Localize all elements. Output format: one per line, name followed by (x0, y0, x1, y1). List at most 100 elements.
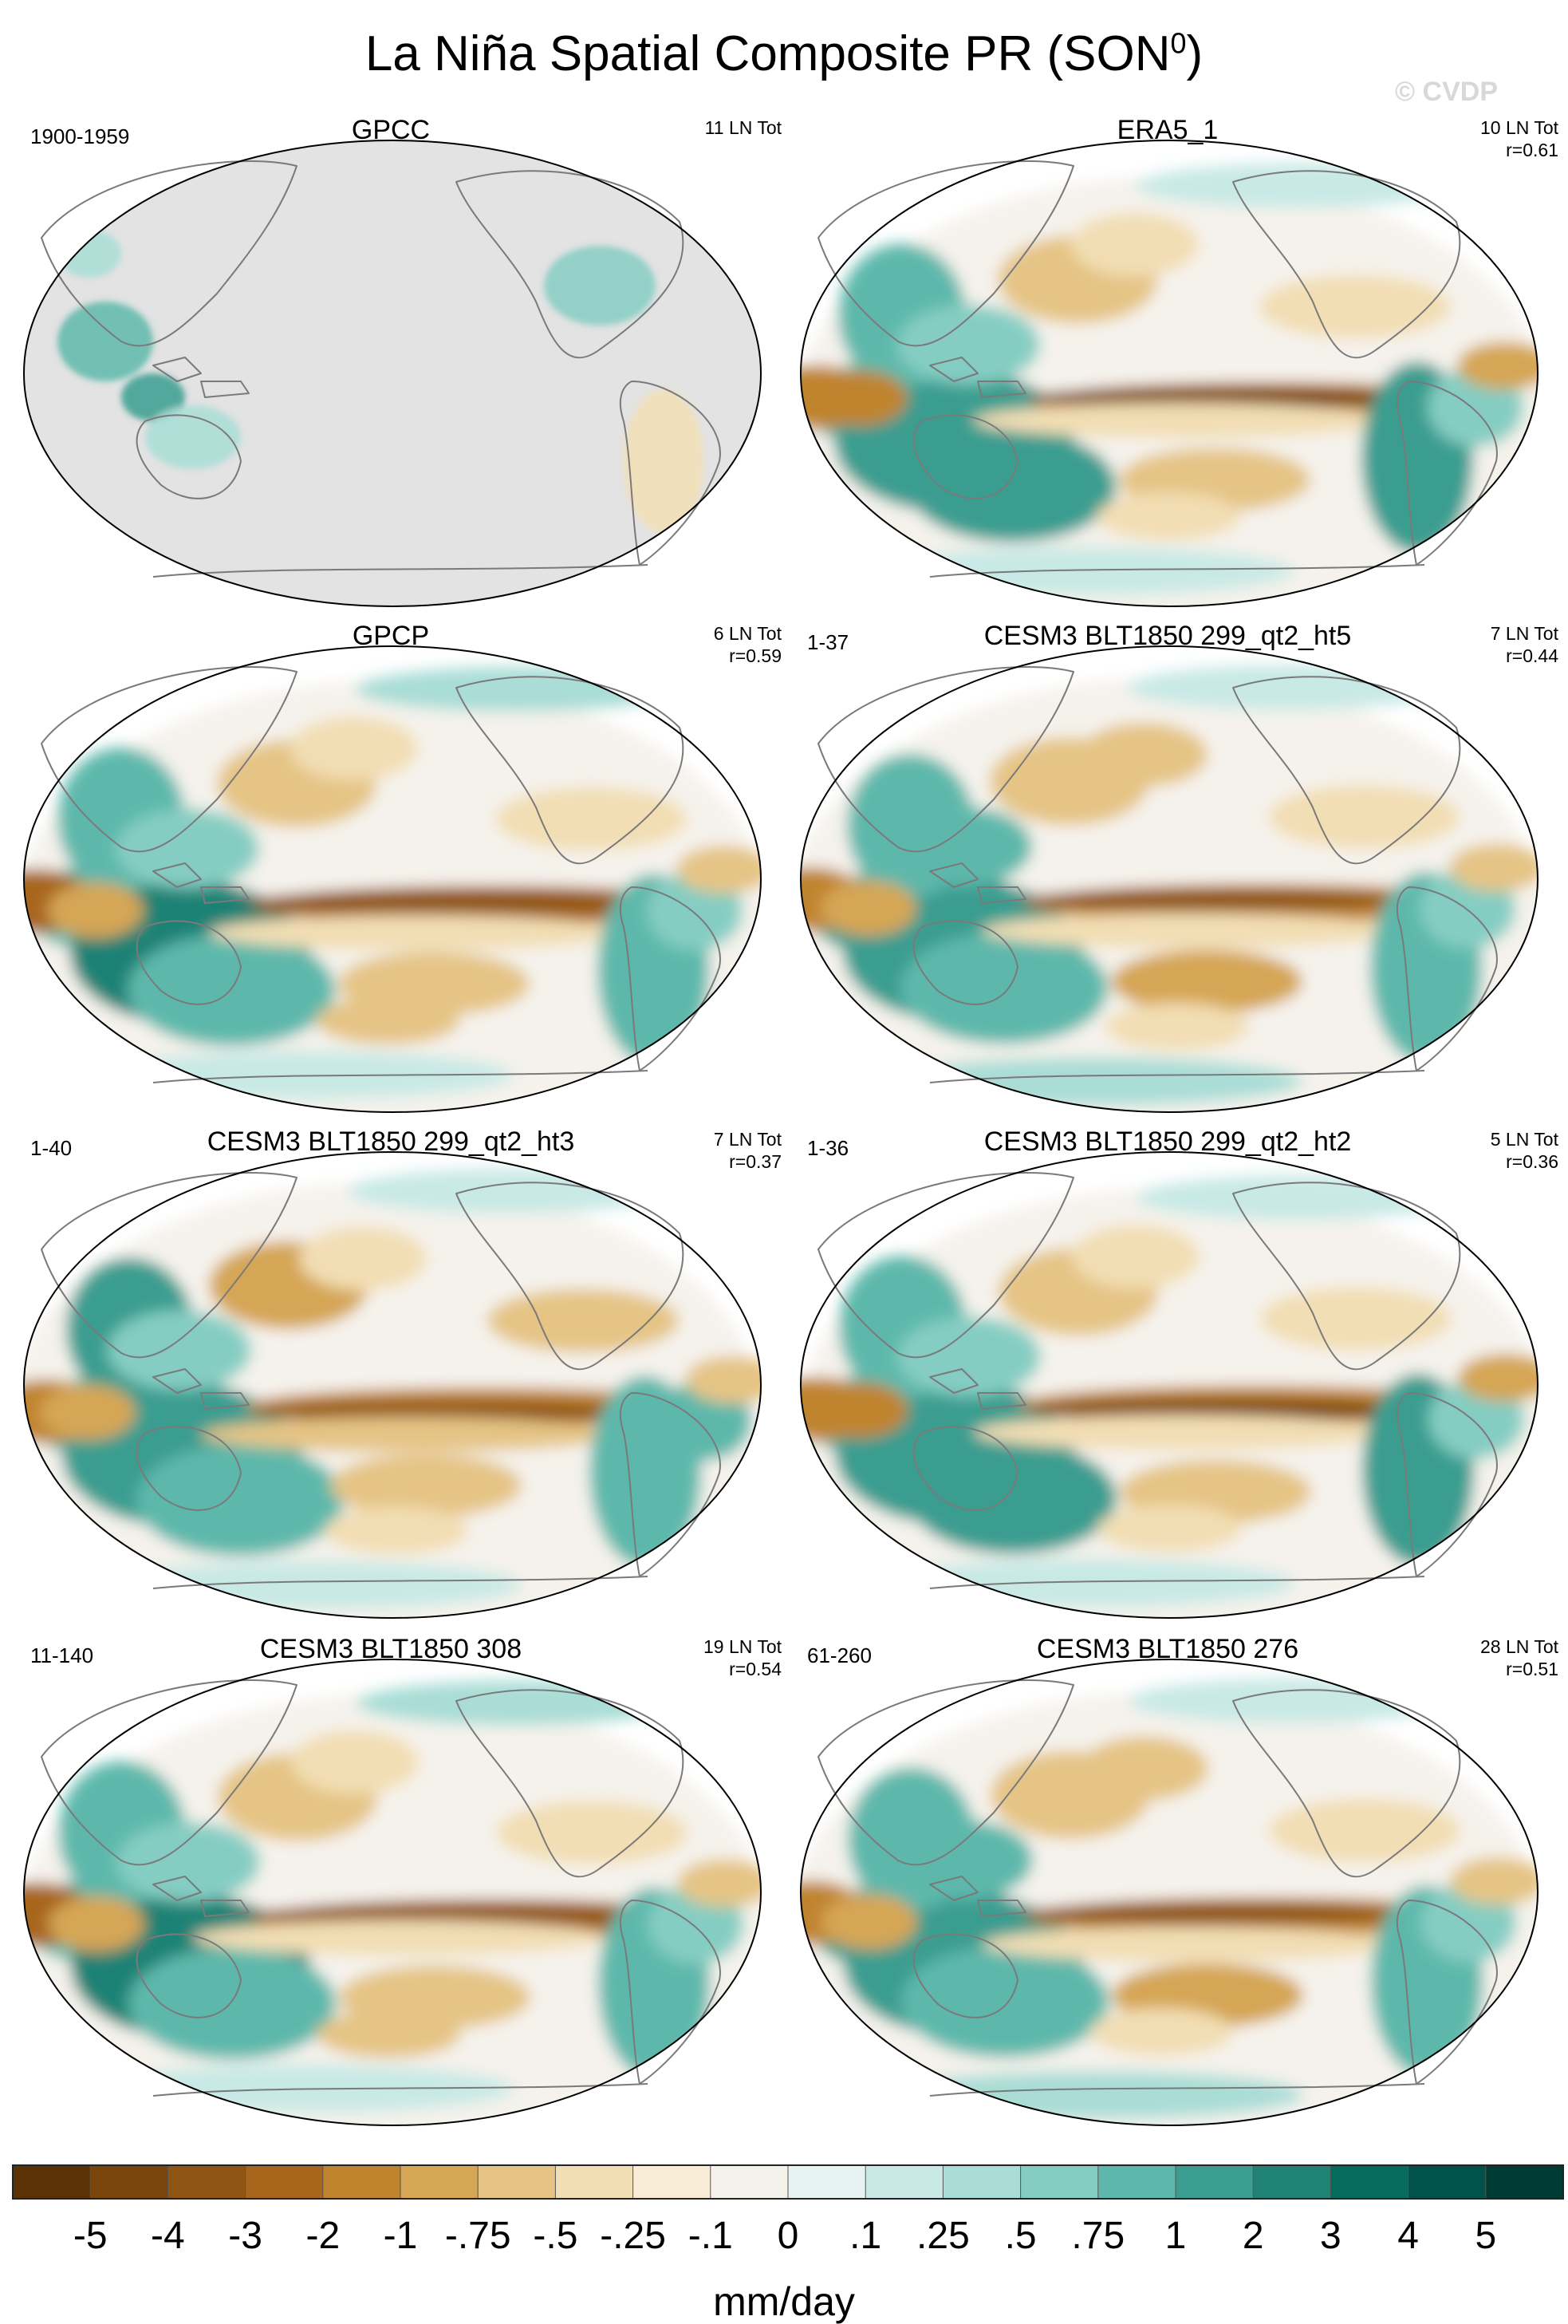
panel-title: GPCC (352, 115, 430, 145)
coastline (1232, 1182, 1461, 1371)
coastline (200, 381, 250, 398)
panel-event-count: 19 LN Tot (703, 1636, 782, 1657)
panel-event-count: 10 LN Tot (1480, 117, 1559, 138)
coastline (200, 1900, 250, 1917)
panel-period: 1-40 (30, 1136, 72, 1160)
coastline (136, 1426, 242, 1511)
coastline (817, 160, 1074, 347)
coastline (136, 414, 242, 499)
coastline (929, 564, 1425, 578)
colorbar-swatch (89, 2164, 169, 2200)
panel-period: 1900-1959 (30, 124, 129, 148)
panel-period: 61-260 (807, 1643, 872, 1667)
colorbar-swatch (322, 2164, 401, 2200)
coastline (41, 160, 297, 347)
colorbar: -5 -4 -3 -2 -1 -.75 -.5 -.25 -.1 0 .1 .25 .5 .75 1 2 3 4 5 (12, 2164, 1565, 2257)
panel-event-count: 5 LN Tot (1491, 1129, 1559, 1150)
coastline (152, 1576, 648, 1589)
colorbar-swatch (1485, 2164, 1565, 2200)
coastline (977, 1392, 1026, 1410)
colorbar-tick-label: -4 (151, 2215, 185, 2257)
coastline (152, 2083, 648, 2097)
panel-event-count: 7 LN Tot (714, 1129, 782, 1150)
colorbar-swatch (477, 2164, 557, 2200)
colorbar-swatch (1252, 2164, 1332, 2200)
coastline (152, 564, 648, 578)
map-panel: GPCC 1900-1959 11 LN Tot (23, 115, 782, 607)
coastline (1396, 886, 1498, 1071)
coastline (977, 886, 1026, 904)
precip-anomaly-field (801, 1679, 1538, 2125)
panel-pattern-correlation: r=0.37 (729, 1151, 782, 1172)
coastline (1232, 1689, 1461, 1878)
coastline (200, 1392, 250, 1410)
colorbar-tick-label: .1 (849, 2215, 881, 2257)
colorbar-tick-label: -.5 (533, 2215, 577, 2257)
colorbar-tick-label: 2 (1243, 2215, 1264, 2257)
colorbar-tick-label: 0 (778, 2215, 799, 2257)
coastline (455, 1689, 684, 1878)
map-panel: CESM3 BLT1850 299_qt2_ht5 1-37 7 LN Totr=0… (800, 621, 1559, 1113)
colorbar-tick-label: .25 (916, 2215, 970, 2257)
colorbar-swatch (167, 2164, 246, 2200)
coastline (912, 414, 1018, 499)
coastline (929, 1876, 979, 1901)
coastline (1396, 1900, 1498, 2085)
colorbar-swatch (1408, 2164, 1487, 2200)
colorbar-units: mm/day (713, 2279, 855, 2324)
precip-anomaly-field (801, 665, 1538, 1112)
panel-title: ERA5_1 (1117, 115, 1219, 145)
colorbar-swatch (554, 2164, 634, 2200)
colorbar-swatch (787, 2164, 867, 2200)
colorbar-swatch (1097, 2164, 1177, 2200)
colorbar-tick-label: -1 (384, 2215, 418, 2257)
colorbar-swatch (710, 2164, 789, 2200)
panel-title: CESM3 BLT1850 299_qt2_ht2 (984, 1126, 1352, 1157)
coastline (41, 1172, 297, 1359)
coastline (41, 666, 297, 853)
coastline (929, 1070, 1425, 1083)
coastline (619, 886, 721, 1071)
coastline (929, 1368, 979, 1394)
colorbar-tick-label: -2 (305, 2215, 340, 2257)
map-panel: CESM3 BLT1850 299_qt2_ht3 1-40 7 LN Totr=0… (23, 1126, 782, 1619)
colorbar-swatch (942, 2164, 1022, 2200)
colorbar-tick-label: 1 (1165, 2215, 1187, 2257)
colorbar-swatch (865, 2164, 944, 2200)
panel-pattern-correlation: r=0.54 (729, 1659, 782, 1679)
precip-anomaly-field (801, 1175, 1538, 1618)
panel-period: 1-36 (807, 1136, 849, 1160)
colorbar-tick-label: 5 (1475, 2215, 1496, 2257)
coastline (929, 357, 979, 382)
coastline (912, 1426, 1018, 1511)
coastline (152, 1876, 202, 1901)
colorbar-swatch (1020, 2164, 1099, 2200)
colorbar-swatch (1330, 2164, 1409, 2200)
coastline (619, 1392, 721, 1577)
figure-title: La Niña Spatial Composite PR (SON0) (364, 26, 1204, 81)
panel-title: CESM3 BLT1850 276 (1037, 1634, 1298, 1664)
panel-pattern-correlation: r=0.36 (1506, 1151, 1558, 1172)
coastline (619, 381, 721, 566)
coastline (912, 1933, 1018, 2018)
precip-anomaly-field (24, 1680, 761, 2125)
colorbar-tick-label: -.75 (445, 2215, 511, 2257)
panel-period: 11-140 (30, 1643, 93, 1667)
map-panel: CESM3 BLT1850 299_qt2_ht2 1-36 5 LN Totr=0… (800, 1126, 1559, 1619)
coastline (136, 1933, 242, 2018)
coastline (912, 920, 1018, 1005)
panel-title: GPCP (353, 621, 429, 651)
colorbar-tick-label: .5 (1005, 2215, 1037, 2257)
colorbar-swatch (1175, 2164, 1255, 2200)
coastline (817, 1172, 1074, 1359)
panel-title: CESM3 BLT1850 299_qt2_ht5 (984, 621, 1352, 651)
panel-event-count: 28 LN Tot (1480, 1636, 1559, 1657)
panel-pattern-correlation: r=0.59 (729, 645, 782, 666)
panel-title: CESM3 BLT1850 308 (260, 1634, 522, 1664)
colorbar-tick-label: 3 (1320, 2215, 1341, 2257)
watermark: © CVDP (1395, 77, 1498, 107)
